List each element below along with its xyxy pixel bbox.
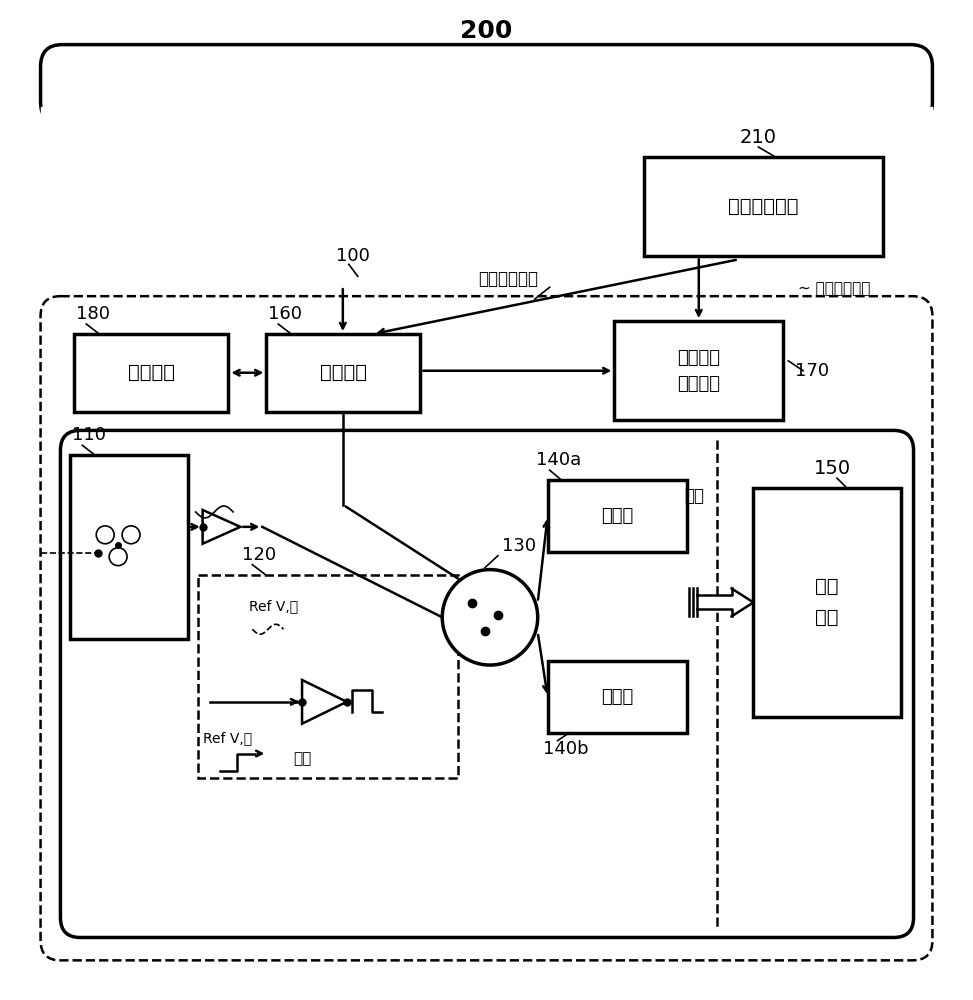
Text: 输出: 输出 [684, 487, 703, 505]
Text: 外部同步电路: 外部同步电路 [728, 197, 799, 216]
Text: 130: 130 [502, 537, 536, 555]
Text: 200: 200 [460, 19, 512, 43]
Text: 120: 120 [242, 546, 276, 564]
Text: 100: 100 [336, 247, 370, 265]
Bar [753, 488, 901, 717]
Bar [267, 334, 420, 412]
Text: 140a: 140a [536, 451, 581, 469]
Text: 210: 210 [739, 128, 776, 147]
Text: Ref V,低: Ref V,低 [202, 732, 252, 746]
Bar [74, 334, 229, 412]
Text: 140b: 140b [543, 740, 589, 758]
Bar [198, 575, 458, 778]
Text: 触发信号
生成电路: 触发信号 生成电路 [677, 349, 720, 393]
Text: 控制电路: 控制电路 [320, 363, 367, 382]
Bar [70, 455, 188, 639]
Text: Ref V,低: Ref V,低 [249, 599, 299, 613]
Bar [644, 157, 883, 256]
Text: ~ 触发输出信号: ~ 触发输出信号 [798, 281, 871, 296]
Bar [614, 321, 783, 420]
Text: 切换电路: 切换电路 [127, 363, 175, 382]
Circle shape [443, 570, 538, 665]
FancyBboxPatch shape [60, 430, 914, 937]
Bar [548, 661, 687, 733]
Text: 170: 170 [795, 362, 829, 380]
Text: 计数器: 计数器 [601, 507, 633, 525]
Bar [548, 480, 687, 552]
Text: 150: 150 [813, 459, 850, 478]
Text: 开始: 开始 [293, 751, 311, 766]
Text: 160: 160 [269, 305, 303, 323]
FancyBboxPatch shape [41, 296, 932, 960]
Text: 计数器: 计数器 [601, 688, 633, 706]
Text: 180: 180 [76, 305, 110, 323]
Text: 触发输入信号: 触发输入信号 [478, 270, 538, 288]
Text: 110: 110 [72, 426, 106, 444]
Text: 读出
电路: 读出 电路 [815, 577, 839, 627]
